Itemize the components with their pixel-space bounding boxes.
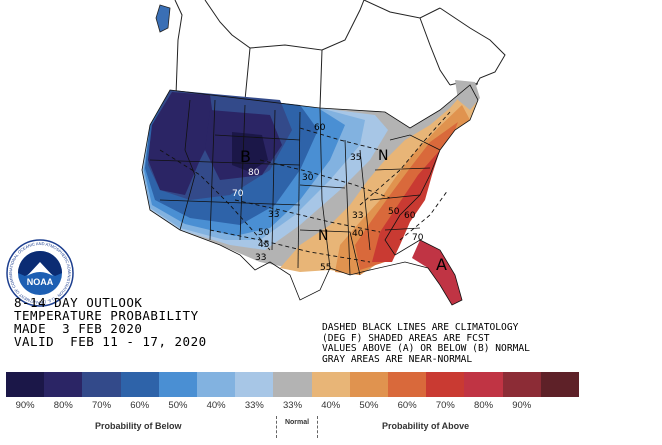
region-below-80 [148, 92, 215, 195]
notes-line-1: DASHED BLACK LINES ARE CLIMATOLOGY [322, 322, 519, 333]
contour-33c: 33 [255, 253, 266, 263]
climatology-lines [159, 111, 451, 263]
legend-tick-label: 60% [397, 400, 417, 411]
contour-45: 45 [258, 240, 269, 250]
title-line-1: 8-14 DAY OUTLOOK [14, 295, 143, 310]
title-line-4: VALID FEB 11 - 17, 2020 [14, 334, 207, 349]
legend-tick-label: 70% [435, 400, 455, 411]
legend-swatch [388, 372, 427, 397]
contour-60b: 60 [404, 211, 416, 221]
legend-swatch [44, 372, 83, 397]
legend-swatch [349, 372, 389, 397]
legend-swatch [540, 372, 580, 397]
title-line-2: TEMPERATURE PROBABILITY [14, 308, 199, 323]
legend-swatch [235, 372, 274, 397]
legend-above-label: Probability of Above [382, 421, 470, 431]
legend-swatch [502, 372, 541, 397]
legend-tick-label [541, 400, 579, 414]
legend-swatch [6, 372, 45, 397]
legend-swatch [82, 372, 121, 397]
legend-tick-label: 50% [359, 400, 379, 411]
legend-tick-label: 70% [92, 400, 112, 411]
contour-35: 35 [350, 153, 361, 163]
region-below-90 [232, 132, 268, 172]
contour-40: 40 [352, 229, 364, 239]
contour-80: 80 [248, 168, 260, 178]
region-above-70 [412, 240, 462, 305]
label-normal-northeast: N [378, 148, 388, 164]
forecast-regions [142, 80, 480, 305]
legend-tick-label: 40% [206, 400, 226, 411]
notes-line-3: VALUES ABOVE (A) OR BELOW (B) NORMAL [322, 343, 530, 354]
map-labels: B A N N 80 70 60 50 45 35 33 33 33 30 40… [232, 123, 447, 274]
legend-tick-label: 60% [130, 400, 150, 411]
notes-line-2: (DEG F) SHADED AREAS ARE FCST [322, 332, 490, 344]
region-above-33 [280, 85, 478, 275]
contour-60: 60 [314, 123, 326, 133]
legend-swatch [426, 372, 465, 397]
noaa-logo-text: NOAA [27, 277, 54, 287]
legend-tick-label: 33% [283, 400, 303, 411]
contour-33b: 33 [352, 211, 363, 221]
map-notes: DASHED BLACK LINES ARE CLIMATOLOGY (DEG … [322, 322, 530, 365]
legend-swatch [311, 372, 350, 397]
contour-50: 50 [258, 228, 270, 238]
legend-tick-label: 33% [244, 400, 264, 411]
legend-tick-label: 40% [321, 400, 341, 411]
label-above-florida: A [436, 255, 447, 274]
contour-50b: 50 [388, 207, 400, 217]
contour-33a: 33 [268, 210, 279, 220]
coast-islands [155, 4, 171, 33]
contour-70: 70 [232, 189, 244, 199]
legend-tick-label: 80% [474, 400, 494, 411]
label-below-center: B [240, 147, 251, 166]
noaa-logo: NOAA NATIONAL OCEANIC AND ATMOSPHERIC AD… [5, 238, 74, 307]
legend-swatch [120, 372, 159, 397]
contour-55: 55 [320, 263, 331, 273]
outlook-title: 8-14 DAY OUTLOOK TEMPERATURE PROBABILITY… [14, 296, 207, 348]
probability-legend [6, 372, 580, 397]
legend-tick-label: 90% [512, 400, 532, 411]
region-northeast-normal [455, 80, 480, 110]
title-line-3: MADE 3 FEB 2020 [14, 321, 143, 336]
contour-70b: 70 [412, 233, 424, 243]
outlook-map: B A N N 80 70 60 50 45 35 33 33 33 30 40… [141, 0, 506, 306]
legend-swatch [273, 372, 312, 397]
legend-below-label: Probability of Below [95, 421, 182, 431]
notes-line-4: GRAY AREAS ARE NEAR-NORMAL [322, 353, 473, 365]
legend-tick-label: 50% [168, 400, 188, 411]
state-borders [141, 84, 479, 306]
legend-swatch [197, 372, 236, 397]
legend-tick-label: 80% [53, 400, 73, 411]
legend-ticks: 90% 80% 70% 60% 50% 40% 33% 33% 40% 50% 60% 70% 80% 9… [6, 400, 579, 414]
canada-boundaries [174, 0, 506, 109]
label-normal-central: N [318, 228, 328, 244]
contour-30: 30 [302, 173, 314, 183]
legend-normal-label: Normal [276, 416, 318, 438]
legend-tick-label: 90% [15, 400, 35, 411]
legend-swatch [464, 372, 503, 397]
legend-swatch [158, 372, 198, 397]
